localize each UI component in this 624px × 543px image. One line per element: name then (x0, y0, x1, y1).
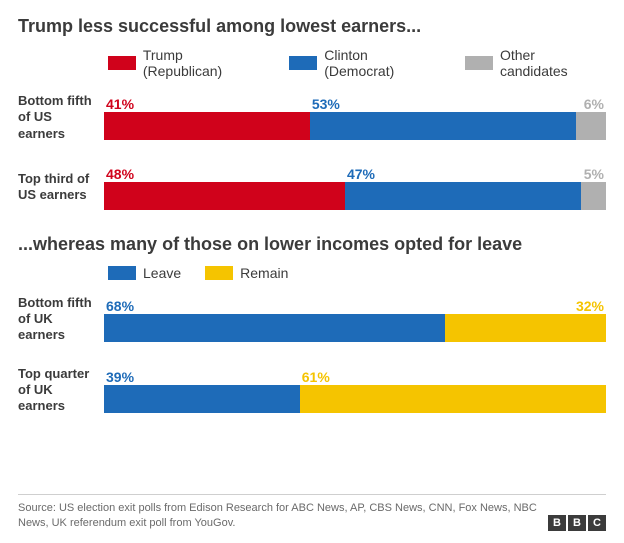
bar-segment (345, 182, 581, 210)
section2-legend: Leave Remain (108, 265, 606, 281)
bar-value-label: 68% (104, 296, 445, 314)
section1-title: Trump less successful among lowest earne… (18, 16, 606, 37)
bar-track (104, 112, 606, 140)
bar-segment (310, 112, 576, 140)
chart-row: Bottom fifth of US earners41%53%6% (18, 93, 606, 142)
bar-track (104, 385, 606, 413)
bar-value-label: 61% (300, 367, 606, 385)
section2-chart: Bottom fifth of UK earners68%32% Top quar… (18, 295, 606, 415)
bar-value-label: 39% (104, 367, 300, 385)
bar-segment (300, 385, 606, 413)
section-uk: ...whereas many of those on lower income… (18, 234, 606, 415)
section2-title: ...whereas many of those on lower income… (18, 234, 606, 255)
legend-label: Remain (240, 265, 288, 281)
legend-swatch (108, 266, 136, 280)
chart-row: Top quarter of UK earners39%61% (18, 366, 606, 415)
bar-value-label: 32% (445, 296, 606, 314)
bar-track (104, 314, 606, 342)
bar-segment (104, 182, 345, 210)
legend-swatch (205, 266, 233, 280)
section1-chart: Bottom fifth of US earners41%53%6% Top th… (18, 93, 606, 210)
source-text: Source: US election exit polls from Edis… (18, 501, 538, 531)
bbc-logo-b2: B (568, 515, 586, 531)
bar-wrap: 41%53%6% (104, 94, 606, 140)
bar-value-label: 53% (310, 94, 576, 112)
legend-item: Leave (108, 265, 181, 281)
legend-label: Trump (Republican) (143, 47, 266, 79)
bar-value-label: 48% (104, 164, 345, 182)
section1-legend: Trump (Republican) Clinton (Democrat) Othe… (108, 47, 606, 79)
bar-values: 41%53%6% (104, 94, 606, 112)
legend-item: Other candidates (465, 47, 606, 79)
legend-swatch (289, 56, 317, 70)
bar-wrap: 48%47%5% (104, 164, 606, 210)
row-label: Top quarter of UK earners (18, 366, 104, 415)
bar-segment (104, 385, 300, 413)
bar-value-label: 6% (576, 94, 606, 112)
bar-track (104, 182, 606, 210)
bar-wrap: 39%61% (104, 367, 606, 413)
legend-item: Clinton (Democrat) (289, 47, 441, 79)
bbc-logo-c: C (588, 515, 606, 531)
bar-value-label: 41% (104, 94, 310, 112)
bar-segment (445, 314, 606, 342)
bar-segment (104, 112, 310, 140)
legend-item: Remain (205, 265, 288, 281)
row-label: Bottom fifth of UK earners (18, 295, 104, 344)
chart-row: Top third of US earners48%47%5% (18, 164, 606, 210)
legend-label: Other candidates (500, 47, 606, 79)
bbc-logo-b1: B (548, 515, 566, 531)
footer: Source: US election exit polls from Edis… (18, 494, 606, 531)
bar-segment (576, 112, 606, 140)
bar-value-label: 47% (345, 164, 581, 182)
row-label: Bottom fifth of US earners (18, 93, 104, 142)
legend-label: Leave (143, 265, 181, 281)
bar-values: 48%47%5% (104, 164, 606, 182)
section-us: Trump less successful among lowest earne… (18, 16, 606, 210)
chart-row: Bottom fifth of UK earners68%32% (18, 295, 606, 344)
bar-value-label: 5% (581, 164, 606, 182)
legend-swatch (108, 56, 136, 70)
bar-values: 39%61% (104, 367, 606, 385)
bar-segment (104, 314, 445, 342)
bar-wrap: 68%32% (104, 296, 606, 342)
bar-values: 68%32% (104, 296, 606, 314)
bbc-logo: B B C (548, 515, 606, 531)
legend-item: Trump (Republican) (108, 47, 265, 79)
bar-segment (581, 182, 606, 210)
legend-label: Clinton (Democrat) (324, 47, 441, 79)
legend-swatch (465, 56, 493, 70)
row-label: Top third of US earners (18, 171, 104, 204)
